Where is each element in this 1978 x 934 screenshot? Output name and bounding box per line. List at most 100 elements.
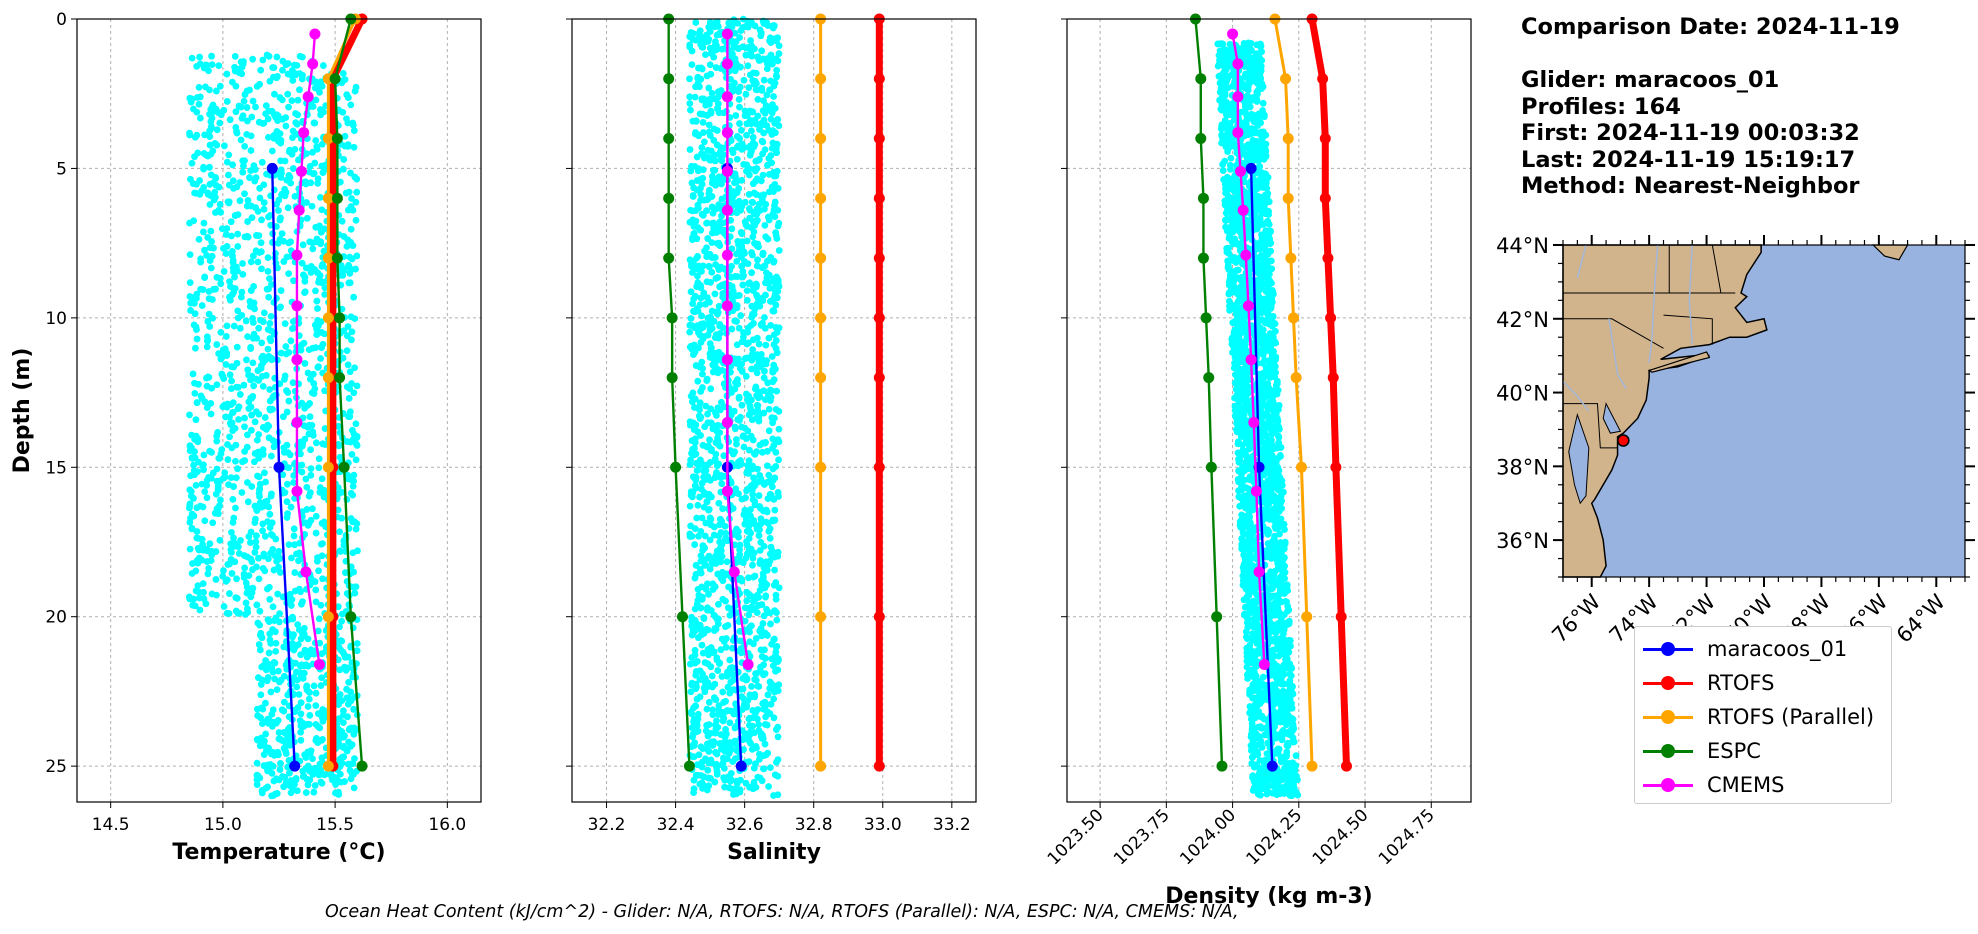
scatter-point: [738, 706, 746, 714]
scatter-point: [244, 366, 252, 374]
scatter-point: [765, 188, 773, 196]
scatter-point: [729, 676, 737, 684]
scatter-point: [755, 727, 763, 734]
scatter-point: [249, 55, 257, 63]
scatter-point: [773, 273, 780, 281]
scatter-point: [715, 302, 723, 310]
scatter-point: [737, 460, 745, 468]
scatter-point: [232, 457, 239, 465]
scatter-point: [689, 493, 696, 501]
scatter-point: [772, 579, 780, 586]
scatter-point: [756, 441, 764, 449]
scatter-point: [206, 540, 214, 548]
scatter-point: [301, 751, 309, 759]
scatter-point: [695, 532, 702, 540]
scatter-point: [712, 439, 720, 447]
scatter-point: [705, 698, 713, 706]
scatter-point: [300, 624, 308, 632]
scatter-point: [772, 643, 780, 651]
scatter-point: [343, 383, 351, 391]
scatter-point: [713, 141, 721, 149]
scatter-point: [701, 532, 709, 540]
scatter-point: [736, 34, 743, 41]
x-tick-label: 32.8: [795, 815, 833, 835]
scatter-point: [259, 705, 267, 713]
scatter-point: [231, 273, 238, 281]
scatter-point: [755, 414, 763, 421]
scatter-point: [191, 602, 199, 610]
scatter-point: [268, 665, 276, 672]
scatter-point: [193, 131, 201, 139]
scatter-point: [771, 566, 779, 574]
scatter-point: [755, 721, 763, 728]
scatter-point: [285, 541, 293, 548]
scatter-point: [244, 218, 252, 225]
scatter-point: [241, 142, 249, 150]
scatter-point: [745, 470, 752, 477]
scatter-point: [761, 367, 768, 375]
scatter-point: [736, 120, 743, 127]
scatter-point: [688, 532, 696, 540]
axes-frame: [76, 18, 482, 803]
series-point: [331, 192, 343, 204]
scatter-point: [699, 129, 707, 136]
scatter-point: [691, 308, 699, 316]
scatter-point: [200, 588, 207, 596]
scatter-point: [190, 461, 198, 469]
scatter-point: [712, 223, 719, 231]
scatter-point: [696, 565, 704, 573]
series-cmems: [721, 28, 754, 671]
scatter-point: [276, 304, 284, 312]
scatter-point: [253, 781, 261, 788]
scatter-point: [231, 212, 239, 219]
scatter-point: [220, 245, 227, 252]
scatter-point: [335, 740, 343, 748]
scatter-point: [706, 132, 714, 139]
scatter-point: [744, 485, 752, 493]
scatter-point: [762, 558, 770, 566]
scatter-point: [701, 423, 709, 431]
scatter-point: [758, 137, 766, 145]
scatter-point: [270, 132, 278, 139]
scatter-point: [259, 527, 266, 535]
scatter-point: [692, 117, 700, 125]
scatter-point: [703, 244, 710, 252]
scatter-point: [743, 597, 751, 605]
scatter-point: [737, 312, 745, 319]
scatter-point: [773, 387, 781, 395]
scatter-point: [760, 97, 767, 104]
scatter-point: [706, 436, 713, 444]
scatter-point: [230, 322, 238, 330]
scatter-point: [222, 333, 230, 340]
scatter-point: [704, 606, 711, 614]
scatter-point: [215, 350, 223, 358]
scatter-point: [259, 720, 266, 728]
scatter-point: [736, 364, 744, 372]
scatter-point: [771, 181, 779, 188]
scatter-point: [232, 504, 239, 512]
scatter-point: [699, 441, 707, 449]
scatter-point: [749, 722, 756, 730]
scatter-point: [276, 235, 284, 243]
scatter-point: [755, 526, 763, 534]
scatter-point: [249, 319, 257, 326]
scatter-point: [189, 105, 197, 113]
scatter-point: [234, 609, 242, 617]
scatter-point: [194, 149, 202, 157]
scatter-point: [731, 423, 739, 431]
scatter-point: [709, 711, 717, 719]
scatter-point: [269, 626, 277, 633]
scatter-point: [243, 356, 250, 364]
glider-scatter: [686, 15, 783, 799]
scatter-point: [703, 461, 710, 469]
scatter-point: [233, 128, 240, 135]
series-point: [322, 760, 334, 772]
scatter-point: [767, 620, 774, 628]
scatter-point: [200, 228, 207, 236]
scatter-point: [694, 73, 702, 81]
scatter-point: [714, 667, 722, 674]
scatter-point: [705, 155, 713, 163]
scatter-point: [267, 639, 275, 647]
scatter-point: [252, 532, 260, 540]
